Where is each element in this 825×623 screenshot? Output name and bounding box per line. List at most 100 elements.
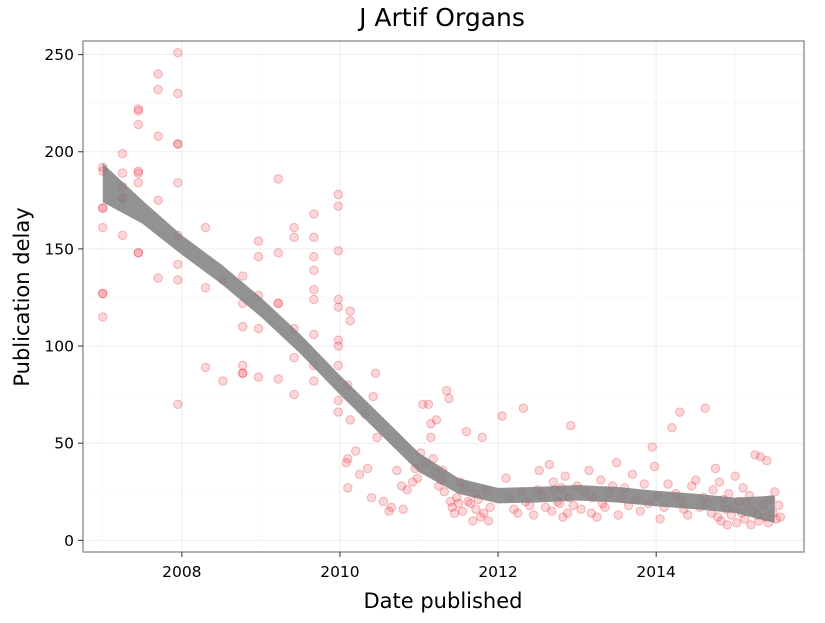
data-point [596,475,606,485]
data-point [378,496,389,507]
data-point [449,508,460,518]
data-point [635,506,646,516]
data-point [544,459,555,470]
data-point [351,446,361,456]
scatter-points [98,47,785,530]
data-point [732,518,742,528]
data-point [386,502,397,513]
data-point [560,471,570,481]
data-point [333,201,344,211]
data-point [485,502,495,513]
data-point [153,69,163,79]
data-point [133,168,144,178]
data-point [362,463,373,474]
data-point [426,432,436,443]
data-point [548,477,559,487]
data-point [639,479,649,489]
data-point [333,189,344,200]
data-point [457,506,468,516]
data-point [333,335,344,345]
data-point [98,222,108,233]
data-point [568,500,578,511]
data-point [663,479,673,489]
data-point [238,368,248,378]
data-point [173,139,183,149]
data-point [407,477,418,487]
data-point [117,148,128,159]
data-point [627,469,638,479]
data-point [770,487,780,497]
data-point [273,174,283,184]
data-point [173,88,183,99]
data-point [584,465,594,476]
data-point [289,232,299,242]
data-point [586,508,597,518]
data-point [755,452,766,462]
data-point [333,407,344,417]
data-point [366,492,377,503]
data-point [173,399,183,410]
data-point [253,372,264,382]
x-tick-label: 2008 [162,563,201,581]
data-point [398,504,408,514]
data-point [333,341,344,351]
data-point [253,323,264,334]
data-point [683,510,693,520]
data-point [309,329,319,340]
x-tick-label: 2014 [636,563,675,581]
data-point [667,422,677,433]
data-point [477,432,487,443]
data-point [402,485,412,495]
data-point [133,104,144,114]
data-point [273,374,283,384]
data-point [309,232,319,242]
data-point [746,520,756,530]
data-point [730,471,740,481]
data-point [396,481,407,491]
data-point [345,306,355,316]
data-point [273,298,283,308]
data-point [343,454,353,464]
data-point [133,166,144,176]
data-point [309,251,319,262]
data-point [333,294,344,305]
data-point [558,512,568,522]
x-axis: 2008 2010 2012 2014 [162,552,676,581]
data-point [441,386,452,396]
data-point [372,432,382,443]
grid-lines [83,41,804,552]
data-point [479,508,489,518]
data-point [345,415,355,425]
data-point [173,259,183,270]
data-point [463,496,473,507]
data-point [98,288,108,299]
data-point [774,500,784,511]
data-point [370,368,381,378]
data-point [509,504,519,514]
data-point [576,504,586,514]
data-point [431,415,442,425]
y-tick-label: 100 [44,338,74,356]
data-point [475,512,486,522]
data-point [355,469,365,479]
data-point [762,455,772,466]
data-point [566,421,576,431]
data-point [133,119,144,130]
data-point [465,498,476,509]
data-point [333,302,344,312]
data-point [392,465,402,476]
y-tick-label: 150 [44,240,74,258]
data-point [345,316,355,326]
data-point [600,502,610,513]
data-point [238,368,248,378]
data-point [445,496,456,507]
data-point [200,222,211,233]
data-point [153,195,163,206]
data-point [412,473,423,483]
data-point [133,248,144,258]
data-point [513,508,523,518]
data-point [98,203,108,213]
data-point [716,516,726,526]
